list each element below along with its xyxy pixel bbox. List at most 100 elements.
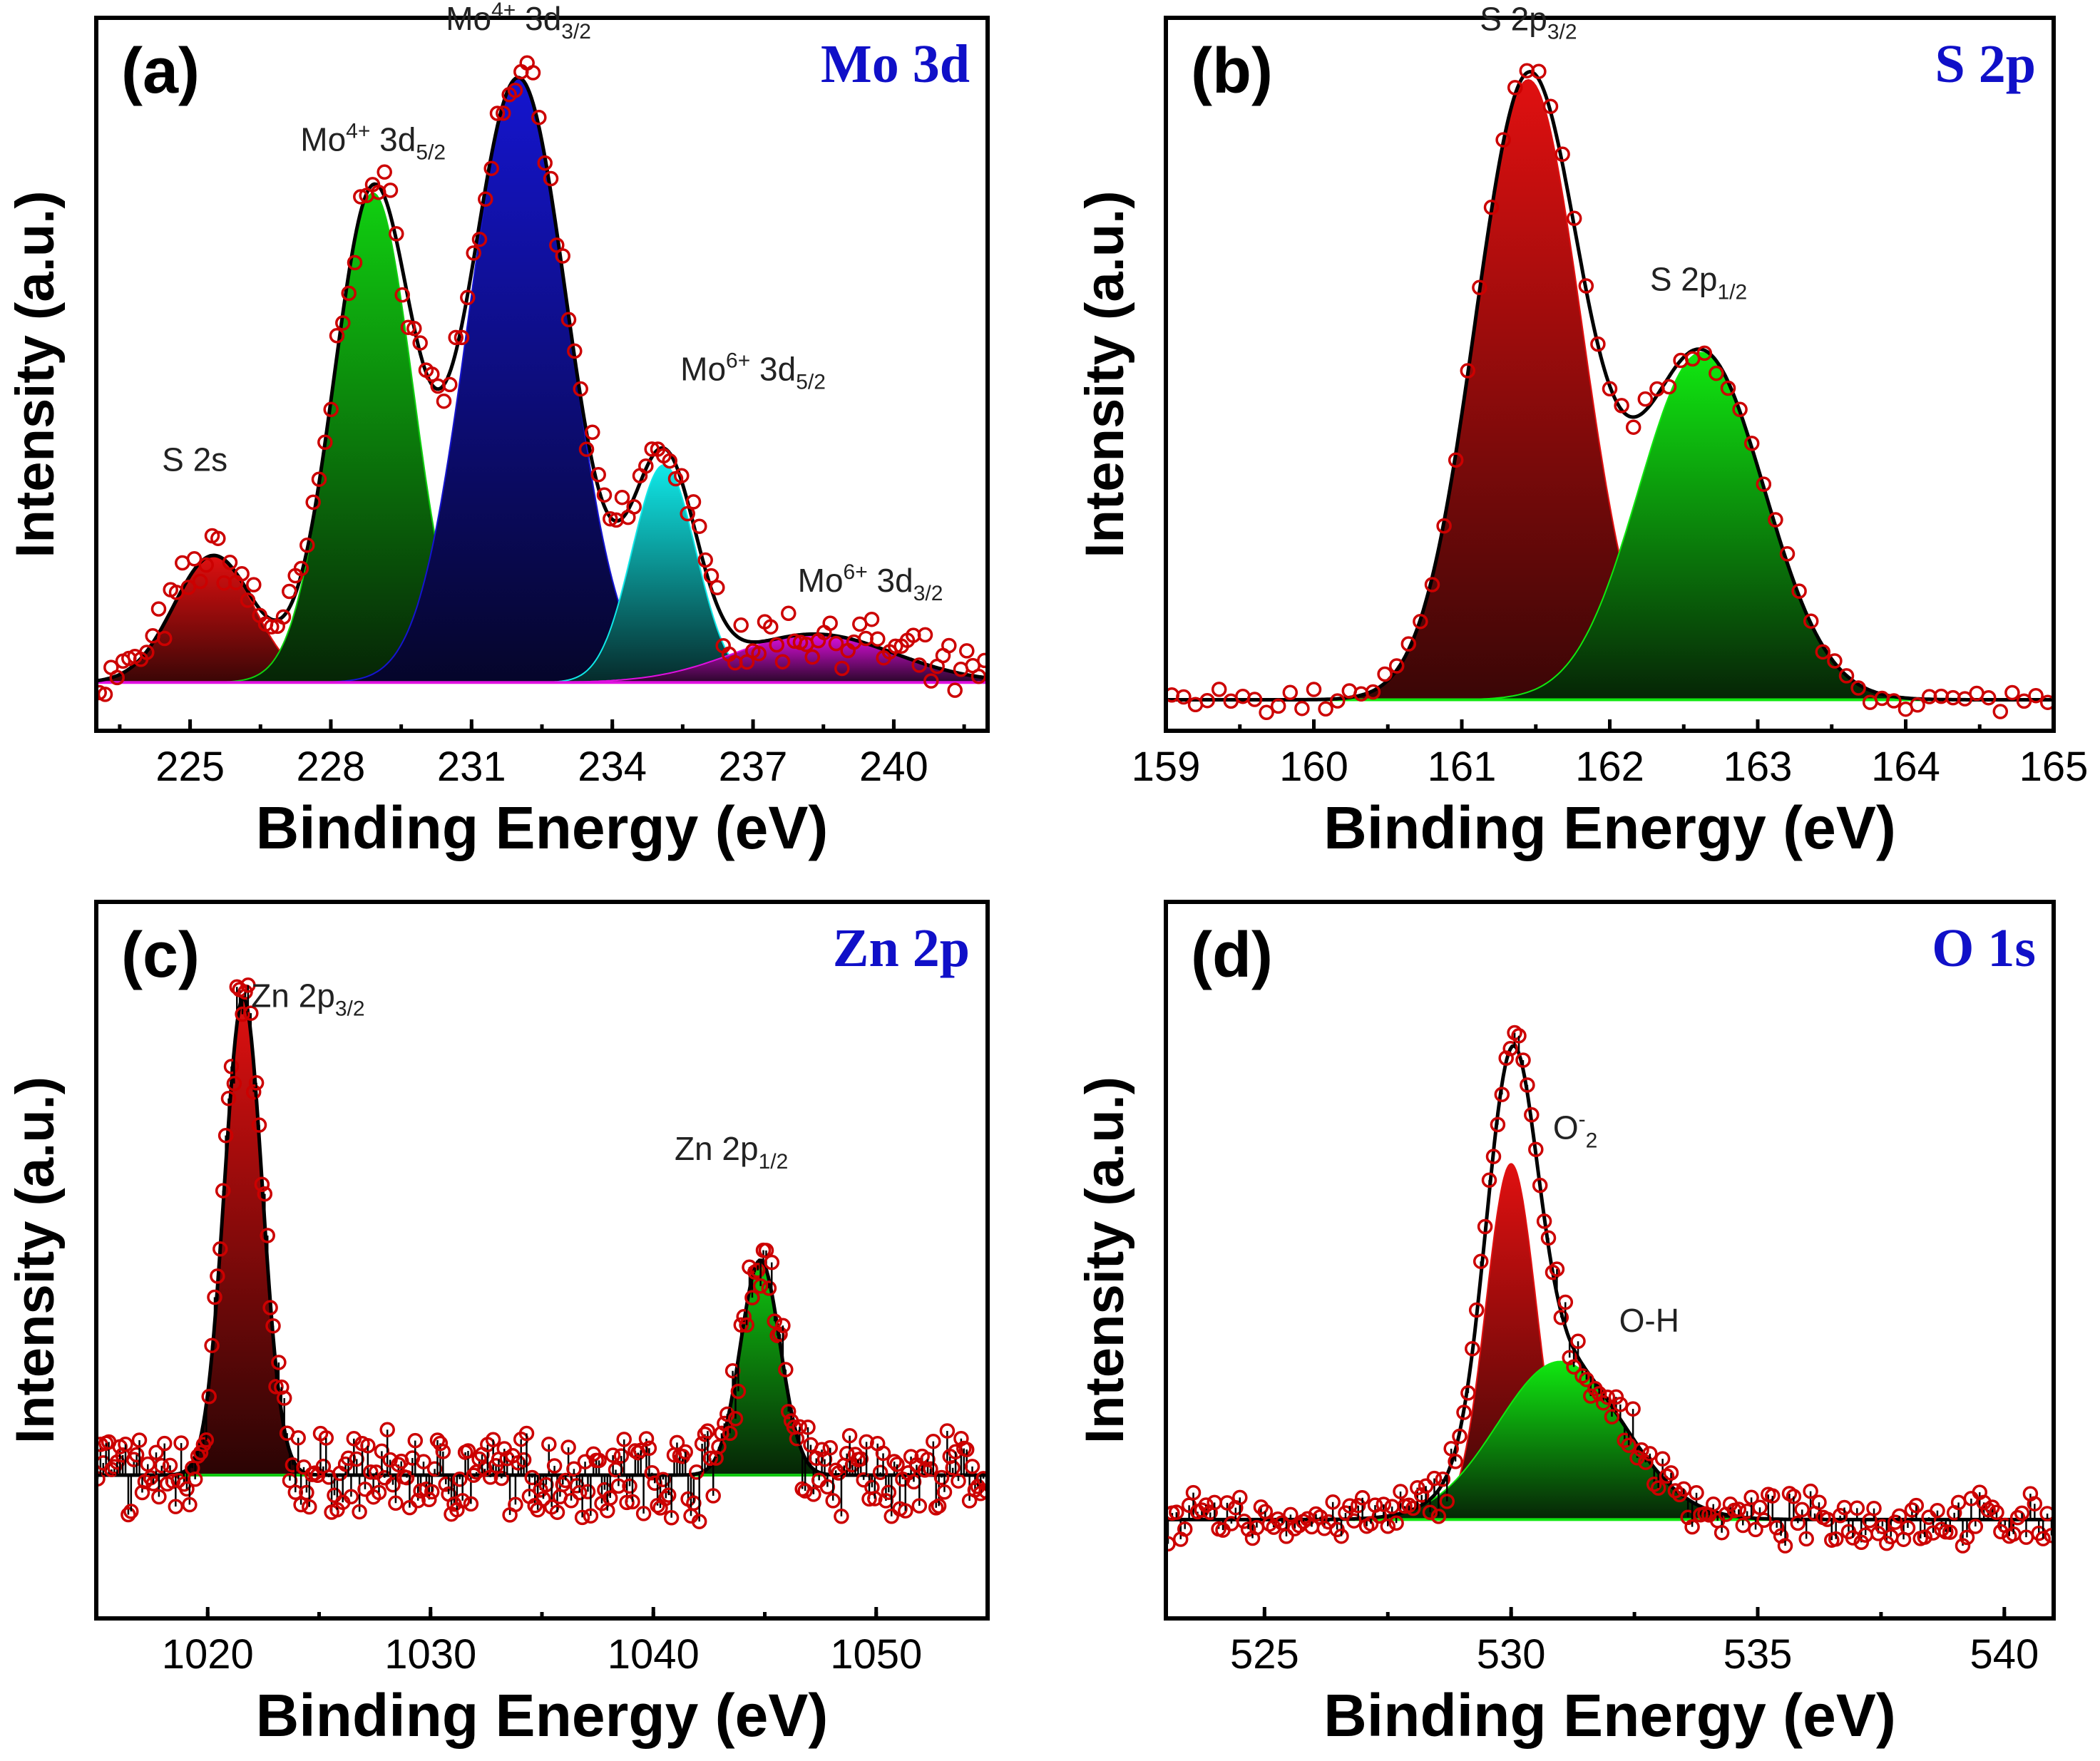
data-point (1650, 1480, 1666, 1496)
data-point (1536, 1213, 1552, 1229)
data-point (571, 1484, 588, 1501)
data-point (769, 637, 784, 653)
data-point (841, 1427, 858, 1444)
data-point (614, 489, 630, 505)
data-point (317, 434, 333, 451)
data-point (1714, 1525, 1730, 1541)
data-point (2039, 694, 2054, 710)
data-point (1815, 644, 1831, 660)
data-point (1689, 1485, 1704, 1501)
data-point (1917, 1529, 1932, 1545)
data-point (168, 1499, 184, 1514)
panel-letter: (b) (1191, 36, 1273, 107)
data-point (1798, 1531, 1814, 1547)
data-point (1583, 1388, 1599, 1404)
x-tick-label: 240 (859, 744, 928, 790)
data-point (1562, 1350, 1577, 1365)
data-point (1992, 704, 2009, 719)
data-point (1436, 518, 1452, 534)
data-point (555, 248, 570, 264)
data-point (508, 1496, 523, 1513)
data-point (1743, 1489, 1759, 1506)
data-point (772, 1326, 788, 1342)
data-point (305, 494, 321, 510)
data-point (518, 1425, 535, 1442)
data-point (1377, 666, 1393, 682)
data-point (1430, 1509, 1447, 1524)
data-point (201, 1389, 217, 1405)
data-point (590, 466, 606, 483)
data-point (917, 627, 933, 643)
x-tick-label: 237 (719, 744, 788, 790)
data-point (257, 1186, 273, 1202)
data-point (215, 1183, 231, 1198)
data-point (739, 1317, 754, 1333)
data-point (1557, 1294, 1574, 1310)
data-point (363, 1464, 379, 1480)
data-point (602, 1490, 618, 1506)
data-point (781, 605, 797, 622)
data-point (525, 65, 541, 81)
data-point (778, 1362, 794, 1377)
data-point (834, 1509, 849, 1524)
data-point (872, 1464, 888, 1480)
data-point (1460, 363, 1476, 379)
data-point (118, 1437, 133, 1452)
data-point (580, 1484, 596, 1500)
plot-area (96, 55, 988, 702)
data-point (1591, 1386, 1607, 1402)
data-point (1380, 1519, 1396, 1534)
data-point (1274, 1515, 1290, 1531)
data-point (549, 1504, 565, 1520)
peak-annotation: Zn 2p3/2 (251, 977, 364, 1020)
data-point (341, 285, 357, 302)
data-point (752, 1278, 769, 1294)
data-point (1832, 1508, 1848, 1524)
data-point (1654, 1451, 1671, 1467)
x-axis-title: Binding Energy (eV) (256, 1682, 829, 1749)
data-point (204, 1338, 220, 1353)
data-point (394, 287, 410, 303)
data-point (1661, 379, 1677, 395)
data-point (1422, 1504, 1438, 1520)
data-point (761, 1280, 777, 1296)
data-point (353, 189, 369, 205)
data-point (485, 1432, 501, 1448)
data-point (240, 592, 256, 608)
data-point (1828, 1531, 1844, 1547)
data-point (496, 106, 511, 121)
data-point (1570, 1333, 1586, 1350)
data-point (156, 1435, 173, 1452)
data-point (638, 1431, 655, 1447)
x-tick-label: 161 (1428, 744, 1497, 790)
data-point (1350, 1497, 1366, 1514)
data-point (1803, 613, 1819, 629)
data-point (1696, 345, 1713, 361)
data-point (1342, 1498, 1358, 1514)
data-point (271, 1355, 287, 1370)
data-point (775, 1318, 791, 1333)
x-tick-label: 162 (1575, 744, 1644, 790)
peak-annotation: S 2s (162, 441, 227, 478)
data-point (1904, 1502, 1920, 1518)
data-point (150, 601, 167, 617)
data-point (567, 343, 583, 359)
data-point (1495, 132, 1511, 148)
data-point (1472, 1253, 1489, 1269)
data-point (1608, 1389, 1624, 1405)
panel-title: S 2p (1935, 34, 2036, 94)
x-tick-label: 525 (1230, 1631, 1299, 1678)
data-point (625, 1494, 640, 1510)
data-point (566, 1461, 582, 1477)
data-point (1599, 1390, 1616, 1405)
data-point (702, 1450, 719, 1467)
data-point (148, 1444, 164, 1460)
data-point (448, 329, 463, 346)
data-point (1490, 1116, 1506, 1133)
data-point (1531, 63, 1547, 79)
data-point (1886, 693, 1902, 709)
data-point (2016, 693, 2032, 709)
data-point (212, 1241, 228, 1257)
panel-b-s2p: 159 160 161 162 163 164 165 Binding Energy (eV)… (1075, 0, 2088, 861)
data-point (180, 580, 196, 595)
